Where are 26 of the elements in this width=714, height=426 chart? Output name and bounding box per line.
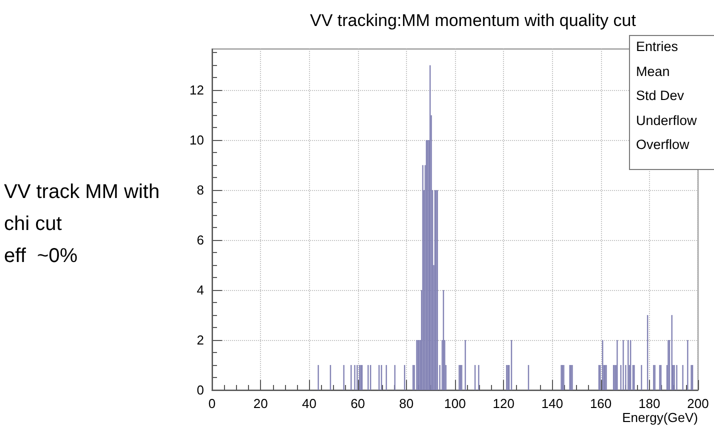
- x-tick-label: 60: [350, 396, 366, 411]
- y-tick-label: 12: [190, 82, 204, 98]
- x-tick-label: 200: [687, 396, 709, 411]
- y-tick-label: 2: [196, 332, 204, 348]
- y-tick-label: 10: [190, 132, 204, 148]
- text: VV track MM with chi cut eff ~0%: [4, 180, 160, 269]
- annotation: Underflow: [636, 112, 697, 128]
- y-tick-label: 4: [196, 282, 204, 298]
- annotation: Std Dev: [636, 88, 684, 104]
- x-tick-label: 20: [253, 396, 268, 411]
- annotation: Mean: [636, 64, 670, 80]
- x-tick-label: 180: [638, 396, 660, 411]
- x-tick-label: 80: [399, 396, 414, 411]
- x-tick-label: 100: [444, 396, 466, 411]
- x-tick-label: 40: [302, 396, 316, 411]
- x-tick-label: 0: [208, 396, 216, 411]
- x-tick-label: 120: [492, 396, 514, 411]
- y-tick-label: 6: [196, 232, 204, 248]
- x-axis-title: Energy(GeV): [622, 410, 698, 425]
- x-tick-label: 160: [590, 396, 612, 411]
- chart-title: VV tracking:MM momentum with quality cut: [310, 11, 636, 30]
- annotation: Overflow: [636, 137, 690, 153]
- x-tick-label: 140: [541, 396, 564, 411]
- y-tick-label: 0: [196, 382, 204, 398]
- y-tick-label: 8: [196, 182, 204, 198]
- annotation: Entries: [636, 39, 678, 55]
